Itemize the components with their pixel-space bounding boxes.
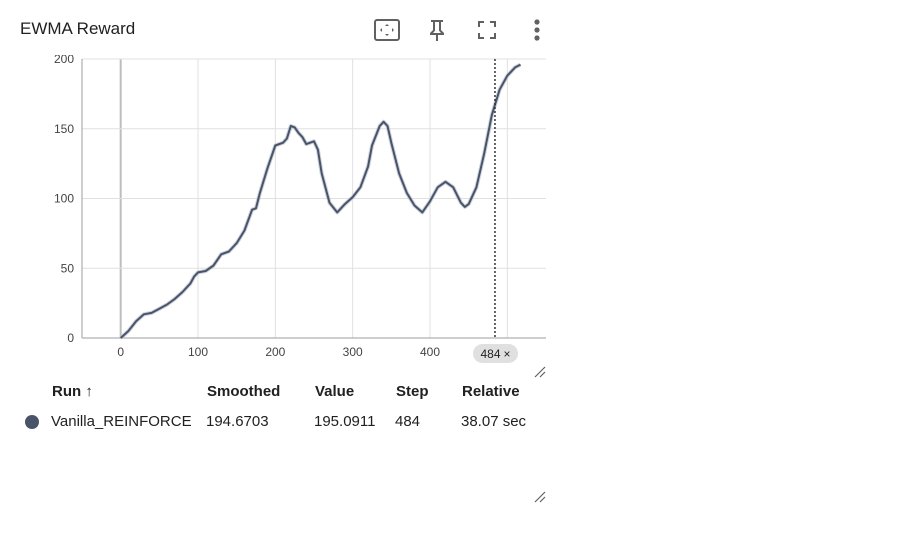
column-header-relative[interactable]: Relative [462, 383, 520, 400]
y-tick-label: 50 [61, 261, 75, 275]
fullscreen-button[interactable] [471, 14, 503, 46]
y-tick-label: 200 [54, 55, 74, 66]
pin-icon [430, 20, 444, 41]
step-cursor-badge: 484 × [473, 344, 518, 363]
y-tick-label: 150 [54, 122, 74, 136]
fit-to-data-icon [374, 19, 400, 41]
cell-relative: 38.07 sec [461, 413, 527, 430]
column-header-smoothed[interactable]: Smoothed [207, 383, 281, 400]
line-chart[interactable]: 0100200300400500050100150200 [0, 55, 560, 375]
step-cursor-value: 484 [480, 346, 501, 361]
y-tick-label: 100 [54, 192, 74, 206]
column-header-run[interactable]: Run ↑ [52, 383, 93, 400]
cell-value: 195.0911 [314, 413, 376, 430]
x-tick-label: 300 [343, 345, 363, 359]
x-tick-label: 100 [188, 345, 208, 359]
more-vert-icon [534, 19, 540, 41]
fit-domain-button[interactable] [371, 14, 403, 46]
series-line [120, 63, 521, 339]
y-tick-label: 0 [67, 331, 74, 345]
card-resize-handle-icon[interactable] [534, 491, 546, 503]
column-header-step[interactable]: Step [396, 383, 429, 400]
chart-area[interactable]: 0100200300400500050100150200 [0, 55, 560, 375]
card-title: EWMA Reward [20, 19, 136, 38]
x-tick-label: 400 [420, 345, 440, 359]
more-menu-button[interactable] [521, 14, 553, 46]
fullscreen-icon [478, 21, 496, 39]
close-icon[interactable]: × [503, 346, 511, 361]
x-tick-label: 0 [117, 345, 124, 359]
cell-run: Vanilla_REINFORCE [51, 413, 192, 430]
cell-step: 484 [395, 413, 421, 430]
run-color-dot [25, 415, 39, 429]
column-header-value[interactable]: Value [315, 383, 355, 400]
pin-button[interactable] [421, 14, 453, 46]
scalar-card: EWMA Reward 0100200300400500050100150200… [0, 14, 560, 503]
x-tick-label: 200 [265, 345, 285, 359]
chart-resize-handle-icon[interactable] [534, 366, 546, 378]
cell-smoothed: 194.6703 [206, 413, 269, 430]
